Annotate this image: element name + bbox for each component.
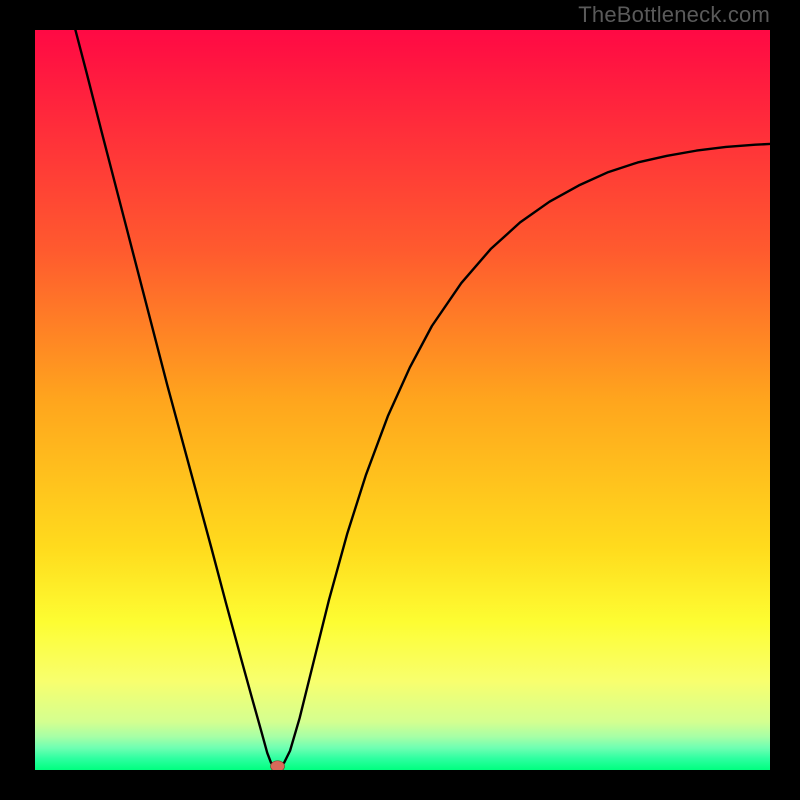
optimum-marker (271, 761, 285, 770)
bottleneck-chart (35, 30, 770, 770)
watermark-text: TheBottleneck.com (578, 2, 770, 28)
plot-background (35, 30, 770, 770)
chart-frame: TheBottleneck.com (0, 0, 800, 800)
